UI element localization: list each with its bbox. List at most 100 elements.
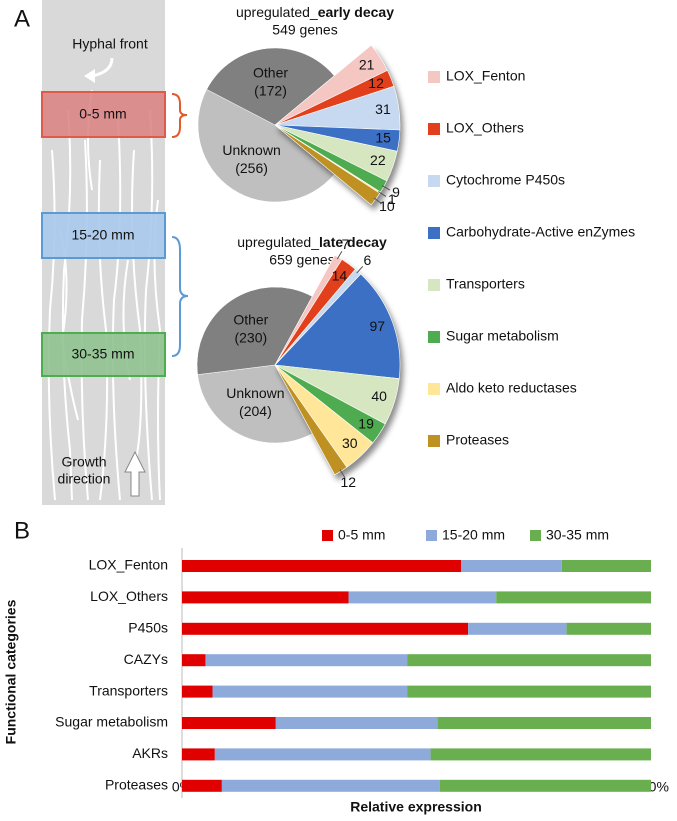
- y-tick-label: P450s: [128, 620, 168, 636]
- legend-swatch: [428, 227, 440, 239]
- bar-segment: [496, 591, 651, 604]
- bar-segment: [407, 685, 651, 698]
- slice-value-label: 22: [370, 152, 386, 168]
- pie-subtitle: 659 genes: [269, 252, 334, 268]
- bar-segment: [439, 779, 651, 792]
- y-tick-label: LOX_Others: [90, 588, 168, 604]
- leader-line: [339, 469, 346, 478]
- pie-slice: [206, 47, 335, 126]
- y-axis-label: Functional categories: [3, 599, 19, 744]
- slice-value-label: 40: [371, 388, 387, 404]
- growth-arrow: [124, 450, 146, 497]
- arrow: [91, 57, 114, 78]
- pie-slice: [196, 286, 313, 375]
- pie-title: upregulated_early decay: [236, 4, 394, 20]
- slice-category: Unknown: [222, 142, 280, 158]
- slice-value-label: 31: [375, 101, 391, 117]
- slice-value-label: 30: [342, 435, 358, 451]
- y-tick-label: Transporters: [89, 682, 168, 698]
- bar-segment: [182, 591, 349, 604]
- y-tick-label: Proteases: [105, 777, 168, 793]
- legend-label: Aldo keto reductases: [446, 380, 577, 396]
- leader-line: [356, 266, 364, 274]
- hyphal-front-label: Hyphal front: [72, 36, 148, 52]
- slice-value-label: 9: [392, 184, 400, 200]
- legend-label: LOX_Fenton: [446, 68, 525, 84]
- brace: [171, 93, 188, 138]
- y-tick-label: CAZYs: [124, 651, 168, 667]
- legend-swatch: [428, 435, 440, 447]
- bar-segment: [430, 748, 651, 761]
- pie-subtitle: 549 genes: [272, 22, 337, 38]
- bar-segment: [566, 622, 651, 635]
- slice-value-label: 19: [358, 416, 374, 432]
- legend-swatch: [428, 279, 440, 291]
- slice-category: Unknown: [226, 385, 284, 401]
- leader-line: [381, 185, 391, 191]
- title-part: upregulated_: [236, 4, 318, 20]
- bar-segment: [221, 779, 440, 792]
- legend-label: Proteases: [446, 432, 509, 448]
- legend-label: 0-5 mm: [338, 527, 385, 543]
- leader-line: [373, 197, 382, 204]
- legend-label: Cytochrome P450s: [446, 172, 565, 188]
- slice-value-label: (204): [239, 403, 272, 419]
- slice-value-label: 10: [379, 198, 395, 214]
- zone-label: 15-20 mm: [71, 227, 134, 243]
- legend-swatch: [428, 331, 440, 343]
- growth-label: direction: [58, 471, 111, 487]
- highlighted-slices: [274, 44, 401, 206]
- y-tick-label: Sugar metabolism: [55, 714, 168, 730]
- bar-segment: [182, 560, 462, 572]
- legend-label: Transporters: [446, 276, 525, 292]
- bar-segment: [468, 622, 567, 635]
- legend-label: 30-35 mm: [546, 527, 609, 543]
- growth-label: Growth: [61, 454, 106, 470]
- bar-segment: [407, 654, 651, 667]
- zone-box: [41, 91, 166, 138]
- pie-title: upregulated_late decay: [237, 234, 387, 250]
- pie-slice: [274, 273, 401, 380]
- bar-segment: [348, 591, 497, 604]
- slice-value-label: 14: [332, 268, 348, 284]
- legend-label: 15-20 mm: [442, 527, 505, 543]
- legend-label: LOX_Others: [446, 120, 524, 136]
- bar-segment: [212, 685, 408, 698]
- legend-swatch: [428, 383, 440, 395]
- slice-category: Other: [253, 65, 288, 81]
- legend-label: Carbohydrate-Active enZymes: [446, 224, 635, 240]
- slice-value-label: 1: [388, 191, 396, 207]
- slice-value-label: 6: [363, 252, 371, 268]
- bar-segment: [182, 685, 213, 698]
- panel-label: A: [14, 5, 30, 32]
- bar-segment: [182, 717, 276, 729]
- slice-value-label: 7: [342, 236, 350, 252]
- title-part: late decay: [319, 234, 387, 250]
- hyphae: [47, 89, 162, 501]
- slice-value-label: 12: [368, 75, 384, 91]
- highlighted-slices: [274, 254, 401, 476]
- title-part: early decay: [318, 4, 394, 20]
- slice-value-label: 15: [375, 129, 391, 145]
- bar-segment: [561, 560, 651, 572]
- slice-value-label: 21: [359, 57, 375, 73]
- zone-label: 30-35 mm: [71, 346, 134, 362]
- slice-category: Other: [233, 311, 268, 327]
- y-tick-label: LOX_Fenton: [89, 557, 168, 573]
- legend-label: Sugar metabolism: [446, 328, 559, 344]
- pie-slice: [197, 364, 313, 444]
- zone-box: [41, 332, 166, 377]
- pie-slice: [197, 89, 335, 203]
- arrow-head: [84, 69, 95, 83]
- bar-segment: [461, 560, 562, 572]
- zone-label: 0-5 mm: [79, 106, 126, 122]
- bar-segment: [182, 622, 469, 635]
- bar-segment: [205, 654, 408, 667]
- legend-swatch: [428, 123, 440, 135]
- title-part: upregulated_: [237, 234, 319, 250]
- slice-value-label: (256): [235, 160, 268, 176]
- bar-segment: [437, 717, 651, 729]
- legend-swatch: [428, 71, 440, 83]
- x-axis-label: Relative expression: [350, 799, 482, 815]
